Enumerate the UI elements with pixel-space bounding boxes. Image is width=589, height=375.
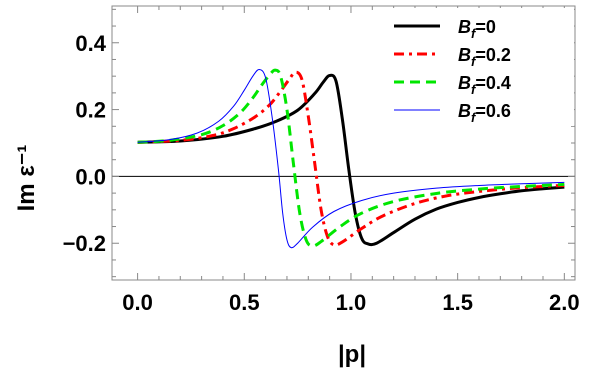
x-tick-label: 0.0: [122, 290, 153, 315]
series-line-0: [137, 73, 565, 247]
series-layer: [137, 68, 565, 249]
series-line-2: [137, 68, 565, 248]
legend-label-2: Bf=0.4: [458, 73, 511, 97]
legend-label-3: Bf=0.6: [458, 101, 511, 125]
ticks-layer: 0.0 0.5 1.0 1.5 2.0 −0.2 0.0 0.2 0.4: [63, 6, 580, 315]
series-line-1: [137, 70, 565, 247]
legend: Bf=0 Bf=0.2 Bf=0.4 Bf=0.6: [384, 8, 574, 126]
series-line-3: [137, 68, 565, 249]
x-tick-label: 1.5: [442, 290, 473, 315]
legend-label-0: Bf=0: [458, 17, 496, 41]
x-tick-label: 2.0: [549, 290, 580, 315]
y-tick-label: 0.0: [75, 164, 106, 189]
y-axis-title: Im ε⁻¹: [13, 145, 40, 212]
x-tick-label: 0.5: [229, 290, 260, 315]
legend-background: [384, 8, 574, 126]
x-axis-title: |p|: [338, 341, 366, 368]
y-tick-label: −0.2: [63, 231, 106, 256]
y-tick-label: 0.4: [75, 31, 106, 56]
y-tick-label: 0.2: [75, 98, 106, 123]
x-tick-label: 1.0: [336, 290, 367, 315]
legend-label-1: Bf=0.2: [458, 45, 511, 69]
